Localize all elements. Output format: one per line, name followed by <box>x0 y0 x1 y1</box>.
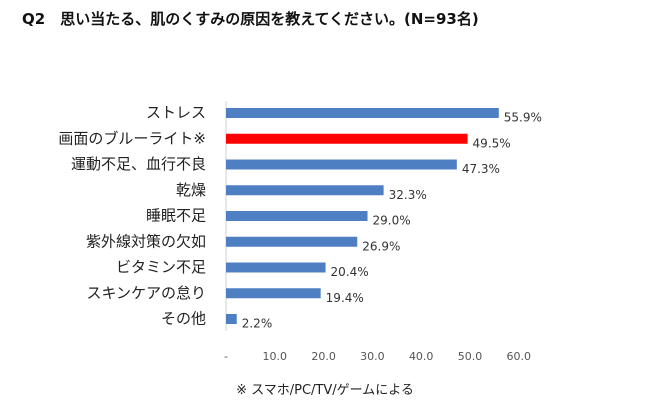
x-tick-label: 30.0 <box>360 350 385 363</box>
data-label: 20.4% <box>331 265 369 279</box>
data-label: 49.5% <box>473 136 511 150</box>
category-label: 運動不足、血行不良 <box>71 155 206 173</box>
category-label: 睡眠不足 <box>146 207 206 225</box>
data-label: 55.9% <box>504 111 542 125</box>
category-label: ビタミン不足 <box>116 258 206 276</box>
x-tick-label: 20.0 <box>311 350 336 363</box>
bar <box>226 262 326 273</box>
x-tick-label: 40.0 <box>409 350 434 363</box>
bar <box>226 288 321 299</box>
data-label: 26.9% <box>362 239 400 253</box>
data-label: 32.3% <box>389 188 427 202</box>
category-label: 紫外線対策の欠如 <box>86 232 206 250</box>
category-label: 画面のブルーライト※ <box>58 129 206 147</box>
data-label: 47.3% <box>462 162 500 176</box>
x-tick-label: 60.0 <box>507 350 532 363</box>
bar <box>226 133 468 144</box>
bar <box>226 211 368 221</box>
x-tick-label: 50.0 <box>458 350 483 363</box>
category-label: その他 <box>161 310 206 328</box>
bar <box>226 108 499 118</box>
bar <box>226 185 384 196</box>
data-label: 29.0% <box>373 214 411 228</box>
category-label: 乾燥 <box>176 181 206 199</box>
footnote: ※ スマホ/PC/TV/ゲームによる <box>236 383 414 398</box>
category-label: ストレス <box>146 104 206 122</box>
chart-title: Q2 思い当たる、肌のくすみの原因を教えてください。(N=93名) <box>22 10 479 28</box>
x-tick-label: - <box>224 350 228 363</box>
bar <box>226 159 457 170</box>
category-label: スキンケアの怠り <box>86 284 206 302</box>
bar <box>226 236 358 247</box>
x-tick-label: 10.0 <box>263 350 288 363</box>
data-label: 2.2% <box>242 317 273 331</box>
bar <box>226 314 237 324</box>
data-label: 19.4% <box>326 291 364 305</box>
